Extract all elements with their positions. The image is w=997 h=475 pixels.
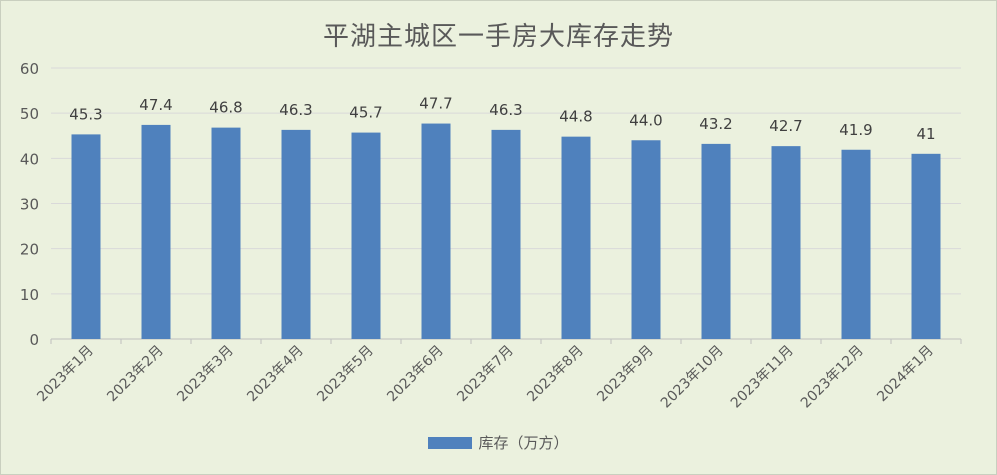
data-label: 46.3 xyxy=(489,101,522,119)
x-tick-label: 2023年11月 xyxy=(728,343,797,412)
legend-label: 库存（万方） xyxy=(478,434,569,452)
bar xyxy=(281,129,311,339)
data-label: 42.7 xyxy=(769,117,802,135)
x-tick-label: 2023年4月 xyxy=(244,343,307,406)
chart-title: 平湖主城区一手房大库存走势 xyxy=(322,22,674,52)
bar xyxy=(211,127,241,340)
data-label: 45.3 xyxy=(69,105,102,123)
y-tick-label: 0 xyxy=(29,331,39,349)
legend: 库存（万方） xyxy=(0,432,997,453)
x-tick-label: 2024年1月 xyxy=(874,343,937,406)
x-tick-label: 2023年1月 xyxy=(34,343,97,406)
data-label: 46.3 xyxy=(279,101,312,119)
data-label: 44.0 xyxy=(629,111,662,129)
x-tick-label: 2023年10月 xyxy=(658,343,727,412)
bar xyxy=(421,123,451,340)
x-tick-label: 2023年6月 xyxy=(384,343,447,406)
y-tick-label: 10 xyxy=(20,286,39,304)
bar xyxy=(141,124,171,339)
x-tick-label: 2023年12月 xyxy=(798,343,867,412)
bar xyxy=(841,149,871,339)
data-label: 47.4 xyxy=(139,96,172,114)
bar xyxy=(911,153,941,339)
bar xyxy=(631,140,661,339)
data-label: 43.2 xyxy=(699,115,732,133)
bar xyxy=(71,134,101,339)
bar xyxy=(561,136,591,339)
data-label: 47.7 xyxy=(419,95,452,113)
data-label: 45.7 xyxy=(349,104,382,122)
x-tick-label: 2023年5月 xyxy=(314,343,377,406)
y-tick-label: 30 xyxy=(20,196,39,214)
x-tick-label: 2023年8月 xyxy=(524,343,587,406)
data-label: 41.9 xyxy=(839,121,872,139)
data-label: 46.8 xyxy=(209,99,242,117)
data-label: 44.8 xyxy=(559,108,592,126)
y-tick-label: 50 xyxy=(20,105,39,123)
bar xyxy=(701,143,731,339)
x-tick-label: 2023年7月 xyxy=(454,343,517,406)
y-tick-label: 20 xyxy=(20,241,39,259)
x-tick-label: 2023年3月 xyxy=(174,343,237,406)
x-tick-label: 2023年2月 xyxy=(104,343,167,406)
bar xyxy=(351,132,381,339)
y-tick-label: 60 xyxy=(20,60,39,78)
y-tick-label: 40 xyxy=(20,150,39,168)
bar xyxy=(771,146,801,339)
x-tick-label: 2023年9月 xyxy=(594,343,657,406)
bar xyxy=(491,129,521,339)
legend-swatch xyxy=(428,436,473,449)
data-label: 41 xyxy=(916,125,935,143)
